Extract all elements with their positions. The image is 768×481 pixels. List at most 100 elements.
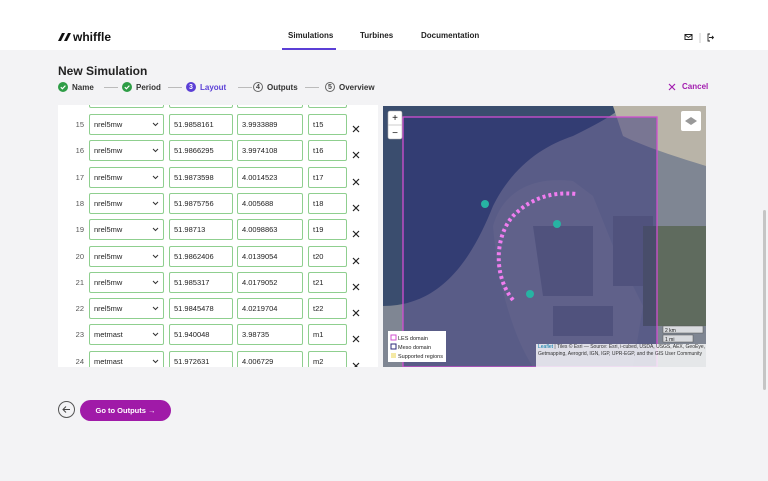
map[interactable]: + − LES domain Meso domain Supported reg… xyxy=(383,106,706,367)
step-number: 5 xyxy=(325,82,335,92)
row-index: 23 xyxy=(75,330,84,340)
nav-underline xyxy=(282,48,336,50)
step[interactable]: Period xyxy=(122,82,161,92)
turbine-select[interactable]: nrel5mw xyxy=(89,298,164,320)
longitude-input[interactable]: 4.0179052 xyxy=(237,271,303,293)
back-button[interactable] xyxy=(58,401,75,418)
latitude-input[interactable]: 51.9873598 xyxy=(169,166,233,188)
latitude-input[interactable]: 51.9866295 xyxy=(169,140,233,162)
select-value: nrel5mw xyxy=(94,120,123,129)
name-input[interactable]: t20 xyxy=(308,245,347,267)
latitude-input[interactable]: 51.9875756 xyxy=(169,192,233,214)
nav-link[interactable]: Simulations xyxy=(288,31,334,40)
select-value: metmast xyxy=(94,356,123,366)
scale-label: 2 km xyxy=(665,328,676,334)
longitude-input[interactable]: 3.9974108 xyxy=(237,140,303,162)
select-value: nrel5mw xyxy=(94,146,123,156)
delete-row[interactable] xyxy=(352,146,360,164)
select-value: metmast xyxy=(94,330,123,340)
chevron xyxy=(152,333,159,337)
turbine-select[interactable]: nrel5mw xyxy=(89,140,164,162)
name-input[interactable]: m1 xyxy=(308,324,347,346)
longitude-input[interactable]: 4.005688 xyxy=(237,192,303,214)
longitude-input[interactable]: 3.98735 xyxy=(237,324,303,346)
attribution-link[interactable]: Leaflet xyxy=(538,344,554,350)
nav-link[interactable]: Turbines xyxy=(360,31,394,40)
turbine-select[interactable]: nrel5mw xyxy=(89,192,164,214)
delete-row[interactable] xyxy=(352,330,360,348)
turbine-select[interactable]: nrel5mw xyxy=(89,219,164,241)
name-input[interactable]: t22 xyxy=(308,298,347,320)
latitude-input[interactable]: 51.972631 xyxy=(169,350,233,367)
header-icons[interactable] xyxy=(684,33,714,43)
step[interactable]: Name xyxy=(58,82,94,92)
select-value: nrel5mw xyxy=(94,304,123,314)
select[interactable] xyxy=(89,105,164,108)
turbine-select[interactable]: metmast xyxy=(89,324,164,346)
delete-row[interactable] xyxy=(352,357,360,367)
delete-row[interactable] xyxy=(352,225,360,243)
delete-row[interactable] xyxy=(352,252,360,270)
longitude-input[interactable]: 3.9933889 xyxy=(237,114,303,135)
input[interactable] xyxy=(169,105,233,108)
turbine-select[interactable]: metmast xyxy=(89,350,164,367)
select-value: nrel5mw xyxy=(94,198,123,208)
row-index: 19 xyxy=(75,225,84,235)
name-input[interactable]: t19 xyxy=(308,219,347,241)
row-index: 22 xyxy=(75,304,84,314)
longitude-input[interactable]: 4.0014523 xyxy=(237,166,303,188)
longitude-input[interactable]: 4.0219704 xyxy=(237,298,303,320)
longitude-input[interactable]: 4.0098863 xyxy=(237,219,303,241)
step[interactable]: 5 Overview xyxy=(325,82,375,92)
next-button[interactable]: Go to Outputs → xyxy=(80,400,171,421)
step[interactable]: 3 Layout xyxy=(186,82,226,92)
step-connector xyxy=(238,87,252,88)
nav-link[interactable]: Documentation xyxy=(421,31,480,40)
chevron xyxy=(152,280,159,285)
longitude-input[interactable]: 4.006729 xyxy=(237,350,303,367)
delete-row[interactable] xyxy=(352,120,360,138)
check-icon xyxy=(58,82,68,92)
logo: whiffle xyxy=(73,30,111,44)
input[interactable] xyxy=(237,105,303,108)
name-input[interactable]: t18 xyxy=(308,192,347,214)
legend-item: Supported regions xyxy=(398,354,443,360)
latitude-input[interactable]: 51.9858161 xyxy=(169,114,233,135)
name-input[interactable]: t16 xyxy=(308,140,347,162)
turbine-select[interactable]: nrel5mw xyxy=(89,166,164,188)
step-label: Overview xyxy=(339,82,375,92)
chevron xyxy=(152,227,159,232)
delete-row[interactable] xyxy=(352,199,360,217)
delete-row[interactable] xyxy=(352,173,360,191)
longitude-input[interactable]: 4.0139054 xyxy=(237,245,303,267)
delete-row[interactable] xyxy=(352,304,360,322)
select-value: nrel5mw xyxy=(94,225,123,235)
latitude-input[interactable]: 51.9862406 xyxy=(169,245,233,267)
latitude-input[interactable]: 51.9845478 xyxy=(169,298,233,320)
turbine-select[interactable]: nrel5mw xyxy=(89,271,164,293)
turbine-select[interactable]: nrel5mw xyxy=(89,114,164,135)
step-label: Period xyxy=(136,82,161,92)
scrollbar[interactable] xyxy=(763,210,766,390)
step[interactable]: 4 Outputs xyxy=(253,82,298,92)
zoom-out[interactable]: − xyxy=(392,128,398,139)
chevron xyxy=(152,148,159,153)
row-index: 18 xyxy=(75,198,84,208)
cancel-label: Cancel xyxy=(682,82,709,91)
row-index: 17 xyxy=(75,172,84,182)
name-input[interactable]: m2 xyxy=(308,350,347,367)
latitude-input[interactable]: 51.985317 xyxy=(169,271,233,293)
chevron xyxy=(152,122,159,127)
input[interactable] xyxy=(308,105,347,108)
name-input[interactable]: t17 xyxy=(308,166,347,188)
zoom-in[interactable]: + xyxy=(392,113,398,124)
cancel-button[interactable]: Cancel xyxy=(668,82,708,91)
step-label: Layout xyxy=(200,82,227,92)
name-input[interactable]: t21 xyxy=(308,271,347,293)
legend-item: LES domain xyxy=(398,336,428,342)
name-input[interactable]: t15 xyxy=(308,114,347,135)
latitude-input[interactable]: 51.98713 xyxy=(169,219,233,241)
latitude-input[interactable]: 51.940048 xyxy=(169,324,233,346)
delete-row[interactable] xyxy=(352,278,360,296)
turbine-select[interactable]: nrel5mw xyxy=(89,245,164,267)
